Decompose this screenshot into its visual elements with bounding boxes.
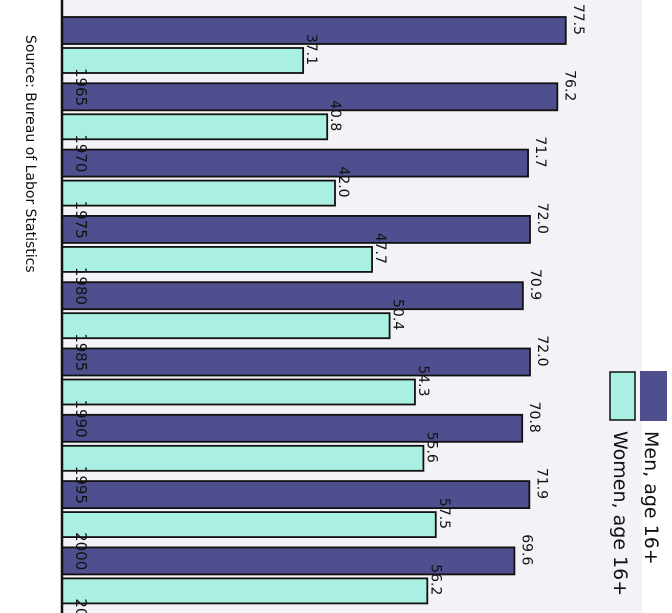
category-label-2000: 2000 [72, 532, 90, 570]
bars-layer [61, 16, 567, 605]
legend-label-women: Women, age 16+ [609, 431, 631, 596]
category-label-1980: 1980 [72, 267, 90, 305]
value-label-men-1965: 77.5 [570, 4, 586, 35]
bar-women-2005 [61, 577, 429, 605]
category-label-1985: 1985 [72, 333, 90, 371]
value-label-men-1970: 76.2 [561, 70, 577, 101]
value-label-women-2000: 57.5 [436, 498, 452, 529]
value-label-men-2005: 69.6 [518, 534, 534, 565]
value-label-men-1975: 71.7 [532, 136, 548, 167]
bar-women-1985 [61, 312, 391, 340]
category-label-1965: 1965 [72, 68, 90, 106]
bar-men-2005 [61, 546, 516, 576]
source-note: Source: Bureau of Labor Statistics [22, 35, 38, 273]
value-label-men-1995: 70.8 [526, 402, 542, 433]
value-label-men-1990: 72.0 [534, 335, 550, 366]
category-label-1995: 1995 [72, 466, 90, 504]
category-label-1970: 1970 [72, 134, 90, 172]
category-label-1990: 1990 [72, 400, 90, 438]
legend-label-men: Men, age 16+ [640, 431, 662, 565]
bar-women-1965 [61, 47, 305, 74]
value-label-men-1980: 72.0 [534, 203, 550, 234]
bar-men-1990 [61, 347, 531, 377]
bar-women-1995 [61, 444, 425, 472]
bar-women-2000 [61, 511, 437, 538]
legend-swatch-men [640, 371, 667, 421]
bar-men-1985 [61, 281, 524, 311]
bar-men-1980 [61, 214, 531, 244]
value-label-men-1985: 70.9 [527, 269, 543, 300]
value-label-women-2005: 56.2 [427, 564, 443, 595]
value-label-women-1980: 47.7 [372, 233, 388, 264]
bar-men-2000 [61, 480, 531, 510]
bar-men-1975 [61, 148, 529, 178]
value-label-women-1965: 37.1 [303, 34, 319, 65]
bar-women-1970 [61, 113, 329, 141]
value-label-women-1990: 54.3 [415, 365, 431, 396]
value-label-women-1995: 55.6 [423, 432, 439, 463]
bar-women-1990 [61, 378, 416, 406]
bar-men-1970 [61, 82, 559, 112]
bar-women-1975 [61, 179, 336, 207]
bar-women-1980 [61, 245, 373, 273]
value-label-women-1970: 40.8 [327, 100, 343, 131]
labels-layer: 77.5 37.1 1965 76.2 40.8 1970 71.7 42.0 1975 72.0… [22, 4, 586, 613]
category-label-1975: 1975 [72, 201, 90, 239]
category-label-2005: 2005 [72, 598, 90, 613]
bar-men-1995 [61, 413, 524, 443]
legend: Men, age 16+ Women, age 16+ [609, 371, 667, 596]
legend-swatch-women [609, 371, 636, 421]
value-label-men-2000: 71.9 [533, 468, 549, 499]
value-label-women-1975: 42.0 [335, 166, 351, 197]
value-label-women-1985: 50.4 [390, 299, 406, 330]
